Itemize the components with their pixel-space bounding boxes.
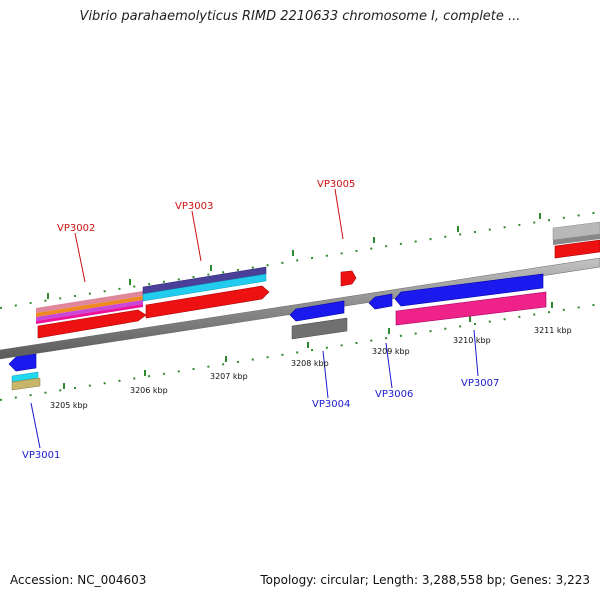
gene-label-vp3005[interactable]: VP3005	[317, 179, 355, 190]
feature-top-right-red	[554, 239, 600, 259]
tick-label: 3210 kbp	[453, 336, 491, 345]
gene-label-vp3004[interactable]: VP3004	[312, 399, 350, 410]
gene-vp3004[interactable]	[289, 300, 348, 340]
gene-vp3001[interactable]	[8, 353, 41, 391]
tick-label: 3207 kbp	[210, 372, 248, 381]
tick-label: 3209 kbp	[372, 347, 410, 356]
summary-text: Topology: circular; Length: 3,288,558 bp…	[260, 573, 590, 587]
gene-label-vp3007[interactable]: VP3007	[461, 378, 499, 389]
map-title: Vibrio parahaemolyticus RIMD 2210633 chr…	[79, 9, 521, 24]
gene-vp3006[interactable]	[368, 293, 393, 310]
leader-vp3004	[322, 350, 329, 399]
feature-top-right-gray	[552, 221, 600, 245]
gene-label-vp3002[interactable]: VP3002	[57, 223, 95, 234]
tick-label: 3208 kbp	[291, 359, 329, 368]
leader-vp3001	[30, 402, 41, 449]
gene-label-vp3003[interactable]: VP3003	[175, 201, 213, 212]
leader-lines	[30, 188, 479, 449]
gene-vp3005[interactable]	[340, 270, 357, 287]
leader-vp3003	[191, 210, 202, 262]
major-ticks	[47, 213, 553, 389]
gene-vp3007[interactable]	[394, 273, 547, 326]
tick-labels: 3205 kbp 3206 kbp 3207 kbp 3208 kbp 3209…	[50, 326, 572, 410]
tick-label: 3206 kbp	[130, 386, 168, 395]
gene-vp3003[interactable]	[142, 266, 270, 319]
tick-label: 3211 kbp	[534, 326, 572, 335]
accession-text: Accession: NC_004603	[10, 573, 147, 587]
gene-label-vp3001[interactable]: VP3001	[22, 450, 60, 461]
leader-vp3002	[74, 232, 86, 283]
gene-vp3002[interactable]	[36, 291, 147, 339]
gene-label-vp3006[interactable]: VP3006	[375, 389, 413, 400]
leader-vp3006	[385, 342, 393, 389]
leader-vp3005	[334, 188, 344, 240]
gene-labels: VP3001 VP3002 VP3003 VP3004 VP3005 VP300…	[22, 179, 499, 461]
leader-vp3007	[473, 329, 479, 377]
tick-label: 3205 kbp	[50, 401, 88, 410]
